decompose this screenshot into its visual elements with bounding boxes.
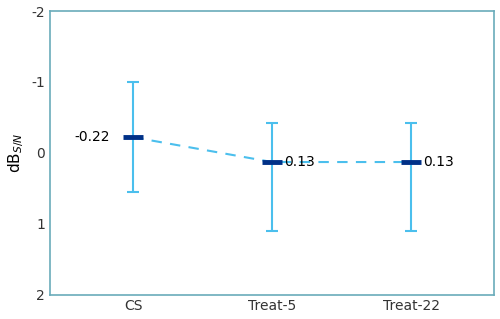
Y-axis label: dB$_{S/N}$: dB$_{S/N}$ bbox=[6, 133, 25, 173]
Text: 0.13: 0.13 bbox=[424, 155, 454, 169]
Text: 0.13: 0.13 bbox=[284, 155, 316, 169]
Text: -0.22: -0.22 bbox=[74, 130, 110, 144]
